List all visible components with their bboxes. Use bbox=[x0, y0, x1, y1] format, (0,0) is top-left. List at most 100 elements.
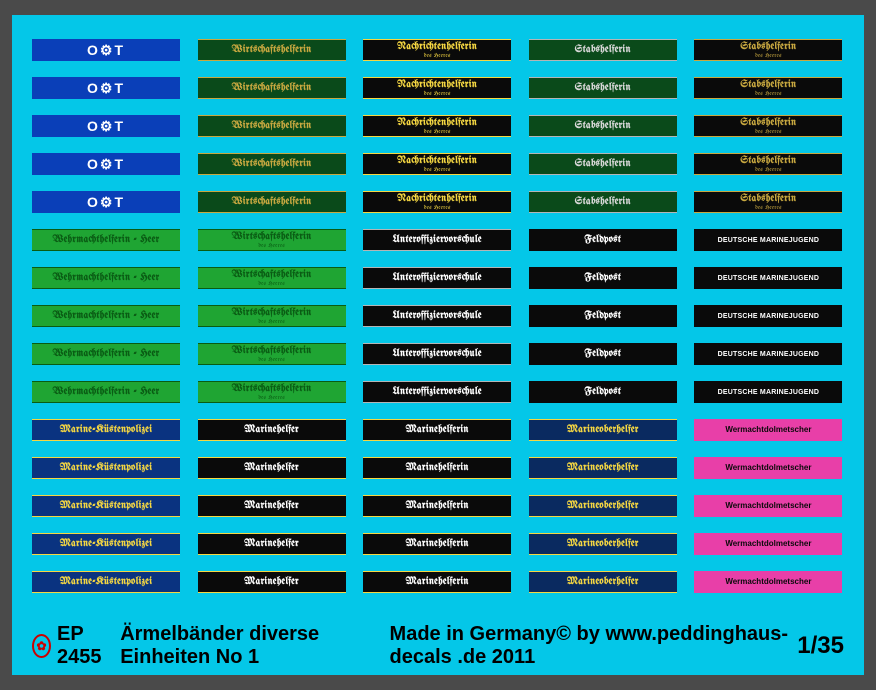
cuff-band: Wirtschaftshelferindes Heeres bbox=[198, 305, 346, 327]
cuff-band: Wirtschaftshelferindes Heeres bbox=[198, 381, 346, 403]
band-label: Wirtschaftshelferin bbox=[232, 232, 312, 242]
band-label: Unteroffiziervorschule bbox=[393, 235, 482, 245]
ot-symbol: O⚙T bbox=[87, 195, 125, 209]
band-sublabel: des Heeres bbox=[424, 205, 451, 211]
cuff-band: DEUTSCHE MARINEJUGEND bbox=[694, 343, 842, 365]
band-label: Marinehelfer bbox=[244, 501, 299, 511]
cuff-band: Stabshelferindes Heeres bbox=[694, 153, 842, 175]
cuff-band: Wehrmachthelferin - Heer bbox=[32, 267, 180, 289]
cuff-band: Wirtschaftshelferin bbox=[198, 153, 346, 175]
brand-logo: ✿ bbox=[32, 634, 51, 658]
cuff-band: Wehrmachthelferin - Heer bbox=[32, 381, 180, 403]
cuff-band: Stabshelferin bbox=[529, 153, 677, 175]
cuff-band: Wermachtdolmetscher bbox=[694, 419, 842, 441]
cuff-band: Nachrichtenhelferindes Heeres bbox=[363, 77, 511, 99]
band-sublabel: des Heeres bbox=[258, 281, 285, 287]
band-label: Marineoberhelfer bbox=[567, 501, 639, 511]
cuff-band: O⚙T bbox=[32, 115, 180, 137]
band-label: Wirtschaftshelferin bbox=[232, 83, 312, 93]
cuff-band: Marine-Küstenpolizei bbox=[32, 495, 180, 517]
band-label: Wirtschaftshelferin bbox=[232, 121, 312, 131]
band-label: Marine-Küstenpolizei bbox=[60, 463, 153, 473]
band-label: Nachrichtenhelferin bbox=[397, 42, 477, 52]
band-sublabel: des Heeres bbox=[258, 357, 285, 363]
cuff-band: Feldpost bbox=[529, 305, 677, 327]
cuff-band: Feldpost bbox=[529, 229, 677, 251]
band-label: Marinehelferin bbox=[406, 577, 469, 587]
band-label: Wehrmachthelferin - Heer bbox=[53, 349, 160, 359]
cuff-band: Marinehelfer bbox=[198, 419, 346, 441]
cuff-band: Wermachtdolmetscher bbox=[694, 495, 842, 517]
cuff-band: Marinehelfer bbox=[198, 457, 346, 479]
cuff-band: Wehrmachthelferin - Heer bbox=[32, 229, 180, 251]
cuff-band: Wirtschaftshelferindes Heeres bbox=[198, 229, 346, 251]
band-label: Wermachtdolmetscher bbox=[725, 540, 811, 548]
band-label: Stabshelferin bbox=[575, 45, 631, 55]
band-label: Marinehelferin bbox=[406, 425, 469, 435]
cuff-band: Unteroffiziervorschule bbox=[363, 305, 511, 327]
band-label: Marineoberhelfer bbox=[567, 425, 639, 435]
cuff-band: Marineoberhelfer bbox=[529, 457, 677, 479]
band-label: Unteroffiziervorschule bbox=[393, 349, 482, 359]
cuff-band: Wermachtdolmetscher bbox=[694, 457, 842, 479]
cuff-band: Feldpost bbox=[529, 267, 677, 289]
band-label: Marinehelfer bbox=[244, 539, 299, 549]
band-label: Feldpost bbox=[584, 273, 621, 283]
product-code: EP 2455 bbox=[57, 623, 114, 669]
cuff-band: Marine-Küstenpolizei bbox=[32, 457, 180, 479]
cuff-band: Stabshelferin bbox=[529, 77, 677, 99]
cuff-band: Stabshelferindes Heeres bbox=[694, 191, 842, 213]
ot-symbol: O⚙T bbox=[87, 81, 125, 95]
cuff-band: Wermachtdolmetscher bbox=[694, 533, 842, 555]
cuff-band: O⚙T bbox=[32, 39, 180, 61]
band-label: Wirtschaftshelferin bbox=[232, 346, 312, 356]
band-label: DEUTSCHE MARINEJUGEND bbox=[718, 313, 819, 320]
band-sublabel: des Heeres bbox=[755, 205, 782, 211]
band-label: DEUTSCHE MARINEJUGEND bbox=[718, 275, 819, 282]
band-sublabel: des Heeres bbox=[755, 53, 782, 59]
band-label: Marinehelfer bbox=[244, 425, 299, 435]
band-label: Feldpost bbox=[584, 387, 621, 397]
cuff-band: Unteroffiziervorschule bbox=[363, 343, 511, 365]
cuff-band: Wehrmachthelferin - Heer bbox=[32, 343, 180, 365]
cuff-band: Stabshelferin bbox=[529, 191, 677, 213]
cuff-band: Wirtschaftshelferin bbox=[198, 39, 346, 61]
cuff-band: Wirtschaftshelferin bbox=[198, 191, 346, 213]
band-label: Unteroffiziervorschule bbox=[393, 311, 482, 321]
cuff-band: Wirtschaftshelferin bbox=[198, 77, 346, 99]
band-label: Wermachtdolmetscher bbox=[725, 502, 811, 510]
cuff-band: Marine-Küstenpolizei bbox=[32, 533, 180, 555]
cuff-band: Nachrichtenhelferindes Heeres bbox=[363, 115, 511, 137]
band-label: Stabshelferin bbox=[575, 121, 631, 131]
band-sublabel: des Heeres bbox=[424, 167, 451, 173]
cuff-band: Marineoberhelfer bbox=[529, 419, 677, 441]
band-sublabel: des Heeres bbox=[258, 319, 285, 325]
cuff-band: Nachrichtenhelferindes Heeres bbox=[363, 39, 511, 61]
band-sublabel: des Heeres bbox=[755, 167, 782, 173]
band-label: Nachrichtenhelferin bbox=[397, 118, 477, 128]
band-label: Stabshelferin bbox=[740, 194, 796, 204]
band-label: Stabshelferin bbox=[740, 80, 796, 90]
cuff-band: Wirtschaftshelferin bbox=[198, 115, 346, 137]
footer: ✿ EP 2455 Ärmelbänder diverse Einheiten … bbox=[32, 623, 844, 669]
band-label: Wirtschaftshelferin bbox=[232, 308, 312, 318]
cuff-band: Marinehelfer bbox=[198, 495, 346, 517]
made-in: Made in Germany© by www.peddinghaus-deca… bbox=[390, 623, 798, 669]
cuff-band: O⚙T bbox=[32, 77, 180, 99]
cuff-band: Marinehelferin bbox=[363, 533, 511, 555]
band-label: Marinehelfer bbox=[244, 463, 299, 473]
cuff-band: Marinehelferin bbox=[363, 457, 511, 479]
band-sublabel: des Heeres bbox=[755, 129, 782, 135]
cuff-band: Marinehelferin bbox=[363, 571, 511, 593]
band-label: Marine-Küstenpolizei bbox=[60, 577, 153, 587]
cuff-band: Unteroffiziervorschule bbox=[363, 381, 511, 403]
cuff-band: Wirtschaftshelferindes Heeres bbox=[198, 267, 346, 289]
band-label: Unteroffiziervorschule bbox=[393, 387, 482, 397]
band-label: Wermachtdolmetscher bbox=[725, 426, 811, 434]
cuff-band: Stabshelferindes Heeres bbox=[694, 115, 842, 137]
band-label: DEUTSCHE MARINEJUGEND bbox=[718, 351, 819, 358]
band-label: Stabshelferin bbox=[740, 42, 796, 52]
cuff-band: Marineoberhelfer bbox=[529, 571, 677, 593]
band-label: Wehrmachthelferin - Heer bbox=[53, 235, 160, 245]
ot-symbol: O⚙T bbox=[87, 157, 125, 171]
